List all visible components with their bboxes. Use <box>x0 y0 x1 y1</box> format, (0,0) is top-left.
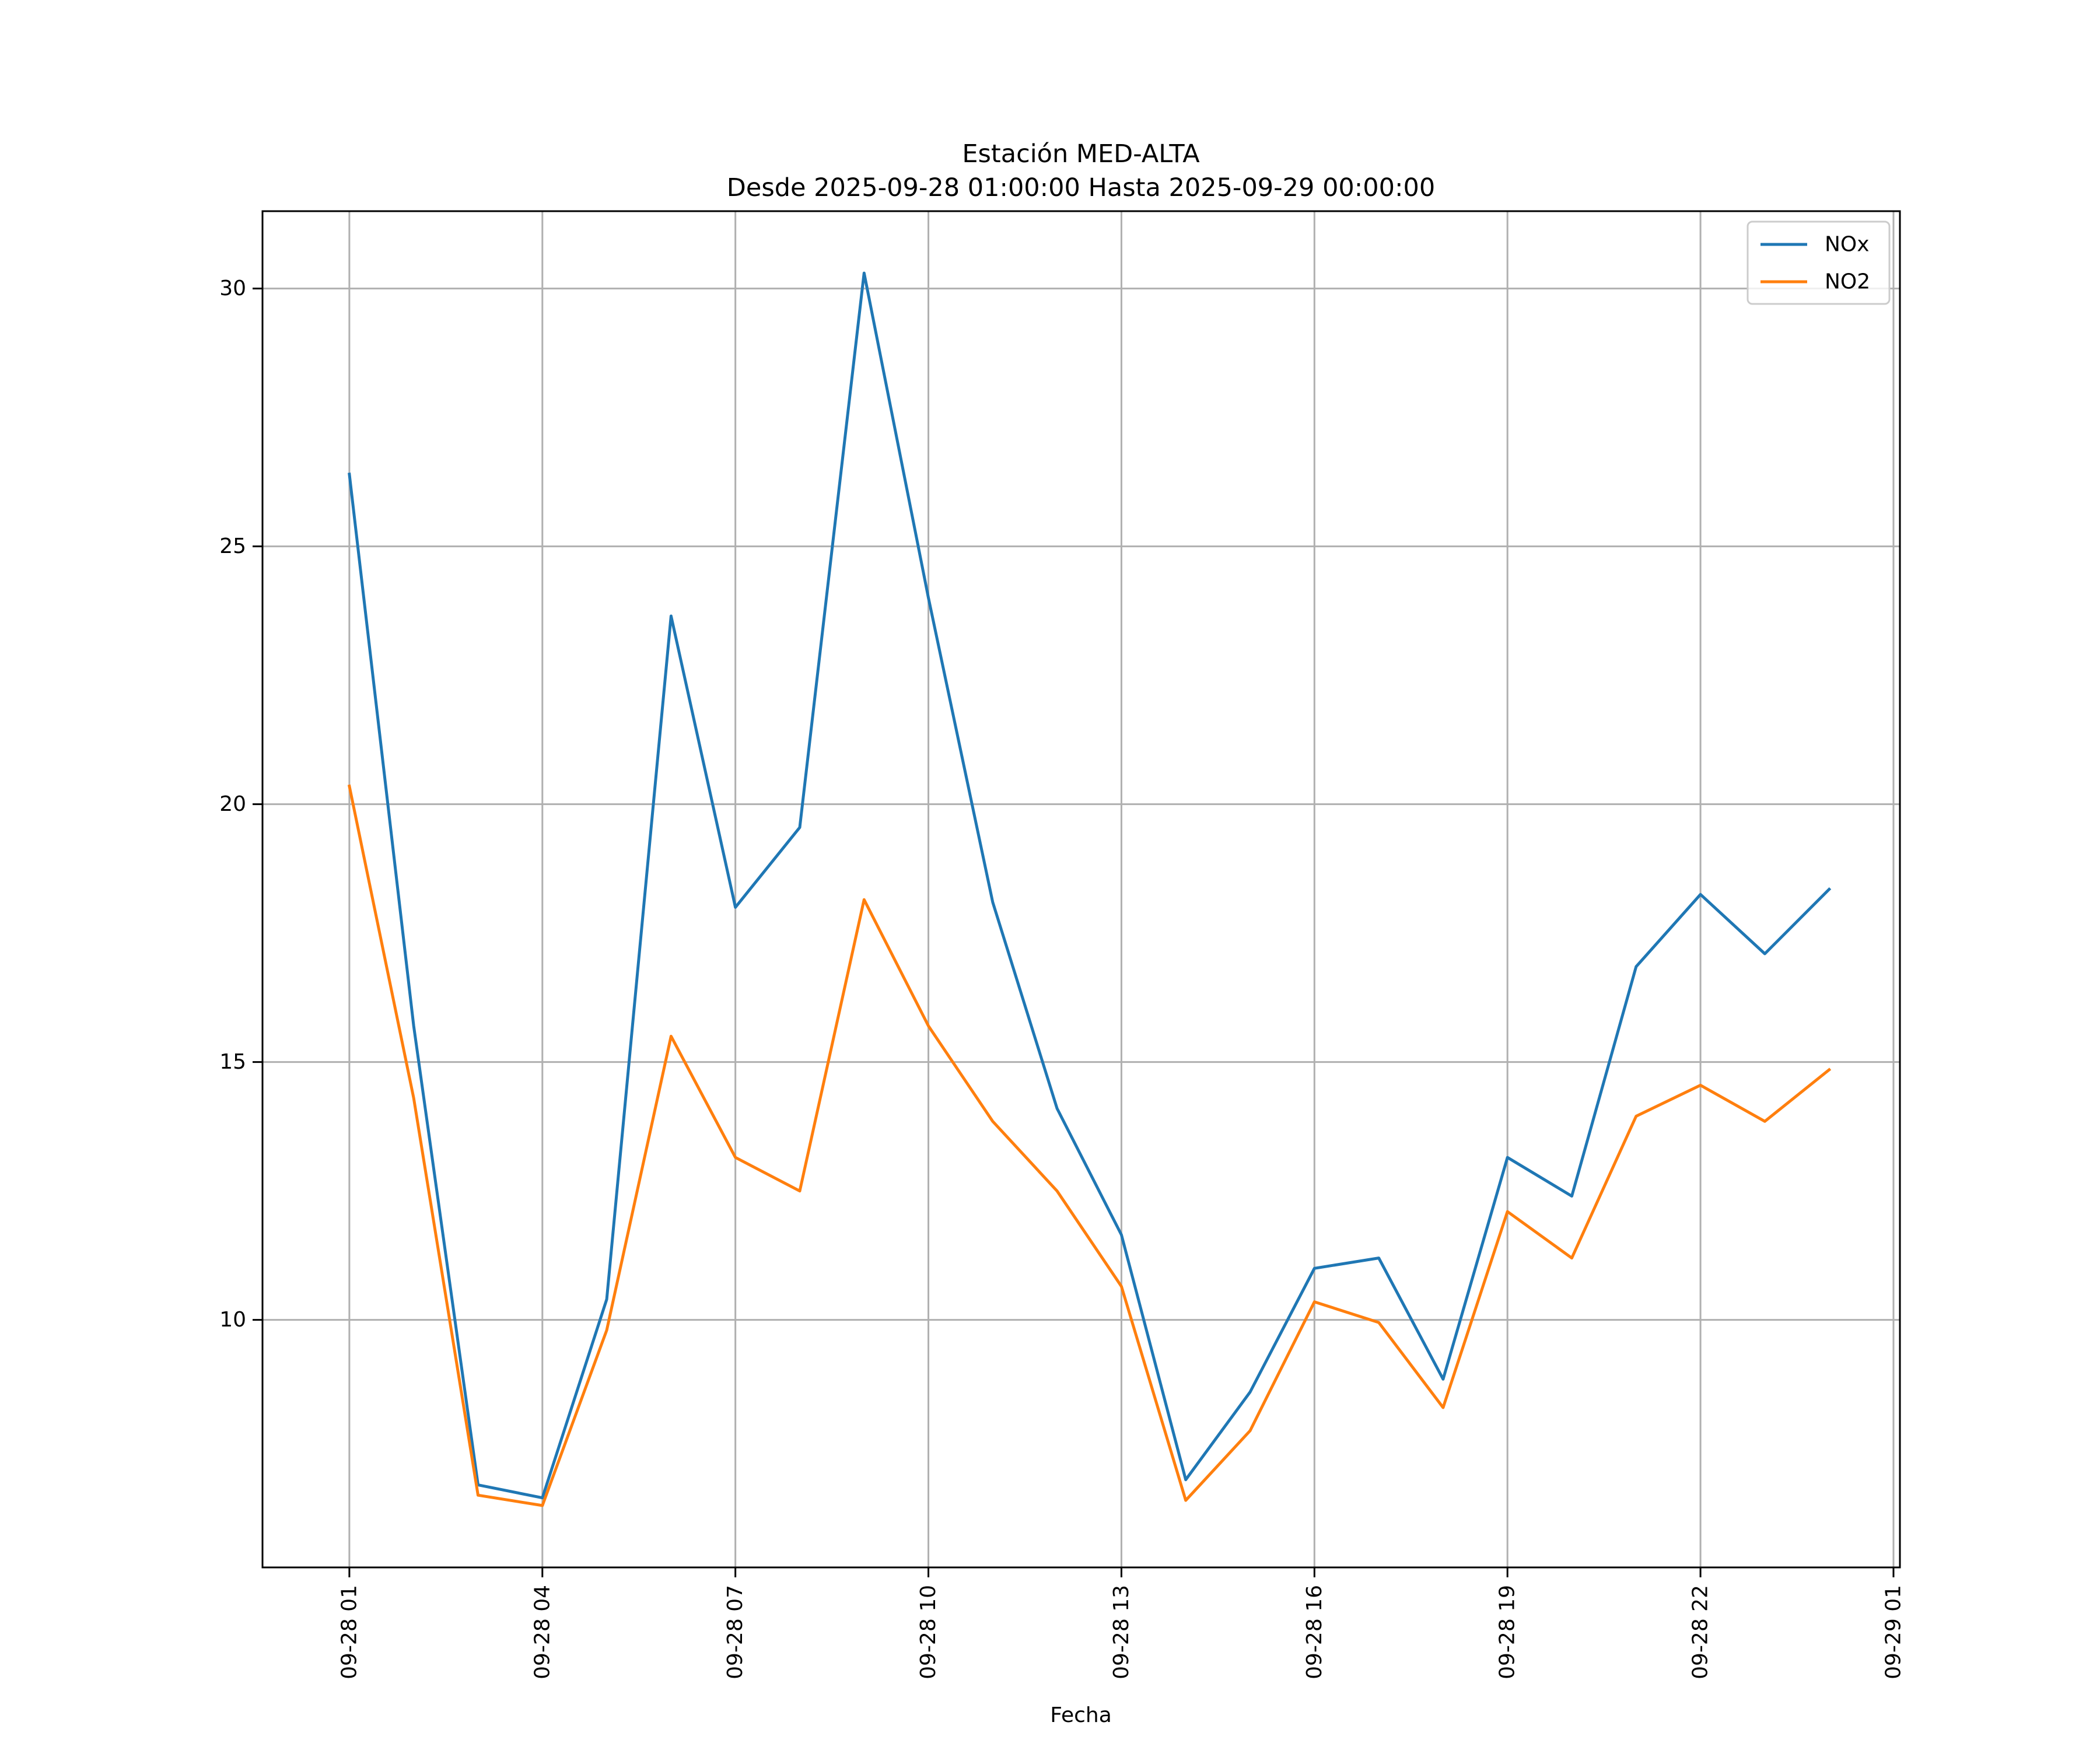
chart-subtitle: Desde 2025-09-28 01:00:00 Hasta 2025-09-… <box>727 173 1435 202</box>
x-tick-label: 09-28 22 <box>1689 1585 1713 1679</box>
y-tick-label: 20 <box>219 792 246 816</box>
y-tick-label: 25 <box>219 534 246 558</box>
x-tick-label: 09-28 16 <box>1303 1585 1326 1679</box>
x-tick-label: 09-28 13 <box>1110 1585 1133 1679</box>
plot-frame <box>261 210 1901 1569</box>
series-line-nox <box>348 271 1832 1500</box>
y-tick-label: 10 <box>219 1308 246 1332</box>
x-axis-label: Fecha <box>1050 1703 1112 1727</box>
y-tick-label: 15 <box>219 1050 246 1074</box>
legend-label-nox: NOx <box>1825 233 1870 257</box>
y-tick-label: 30 <box>219 276 246 300</box>
series-lines <box>347 271 1832 1507</box>
legend-box <box>1746 220 1891 305</box>
axis-tick-labels: 09-28 01 09-28 04 09-28 07 09-28 10 09-28 13… <box>219 276 1905 1679</box>
series-line-no2 <box>347 784 1832 1507</box>
x-tick-label: 09-28 07 <box>723 1585 747 1679</box>
x-tick-label: 09-28 19 <box>1496 1585 1520 1679</box>
x-tick-label: 09-28 10 <box>916 1585 940 1679</box>
x-tick-label: 09-28 01 <box>337 1585 361 1679</box>
chart-title: Estación MED-ALTA <box>962 139 1200 169</box>
legend-label-no2: NO2 <box>1825 270 1870 294</box>
legend: NOx NO2 <box>1746 220 1891 305</box>
axis-ticks <box>253 288 1895 1577</box>
grid-lines <box>262 211 1900 1567</box>
x-tick-label: 09-29 01 <box>1881 1585 1905 1679</box>
x-tick-label: 09-28 04 <box>530 1585 554 1679</box>
